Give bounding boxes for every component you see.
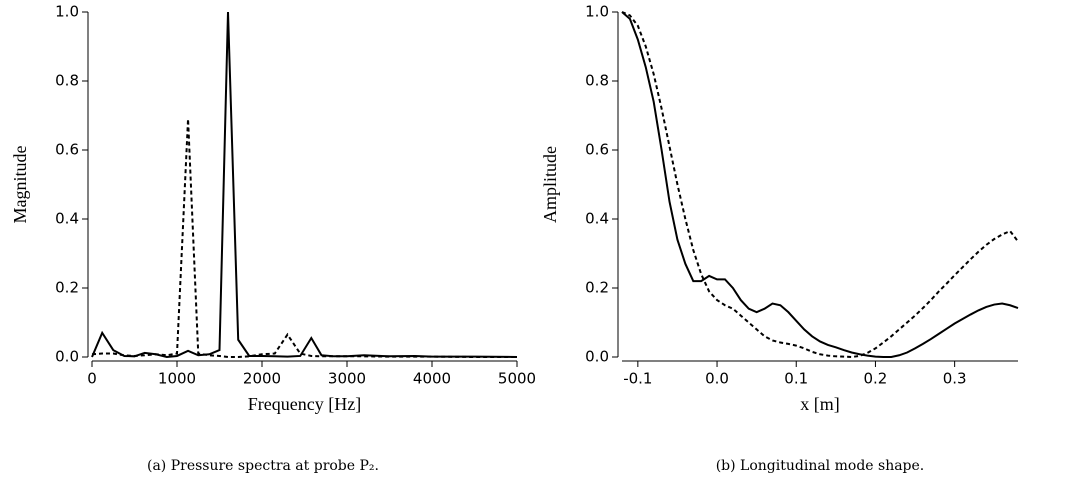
x-tick-label: 0.0 (705, 370, 729, 388)
y-axis-label: Magnitude (10, 146, 30, 224)
x-tick-label: 2000 (243, 370, 281, 388)
y-axis-label: Amplitude (540, 146, 560, 223)
x-tick-label: 1000 (158, 370, 196, 388)
x-tick-label: 5000 (498, 370, 536, 388)
y-tick-label: 0.6 (55, 141, 79, 159)
caption: (a) Pressure spectra at probe P₂. (147, 458, 379, 474)
series-line (91, 118, 517, 358)
x-tick-label: 0 (87, 370, 97, 388)
y-tick-label: 1.0 (55, 3, 79, 21)
x-tick-label: 3000 (328, 370, 366, 388)
x-tick-label: 0.1 (784, 370, 808, 388)
caption: (b) Longitudinal mode shape. (716, 458, 925, 474)
series-line (621, 11, 1019, 359)
y-tick-label: 0.8 (55, 72, 79, 90)
x-tick-label: 0.2 (864, 370, 888, 388)
y-tick-label: 0.2 (55, 279, 79, 297)
y-tick-label: 0.0 (585, 348, 609, 366)
y-tick-label: 1.0 (585, 3, 609, 21)
y-tick-label: 0.8 (585, 72, 609, 90)
y-tick-label: 0.6 (585, 141, 609, 159)
x-tick-label: 4000 (413, 370, 451, 388)
x-axis-label: Frequency [Hz] (248, 394, 361, 414)
y-tick-label: 0.4 (585, 210, 609, 228)
x-tick-label: -0.1 (623, 370, 652, 388)
x-tick-label: 0.3 (943, 370, 967, 388)
y-tick-label: 0.4 (55, 210, 79, 228)
x-axis-label: x [m] (800, 394, 840, 414)
series-line (91, 11, 518, 359)
y-tick-label: 0.2 (585, 279, 609, 297)
y-tick-label: 0.0 (55, 348, 79, 366)
series-line (621, 11, 1019, 358)
